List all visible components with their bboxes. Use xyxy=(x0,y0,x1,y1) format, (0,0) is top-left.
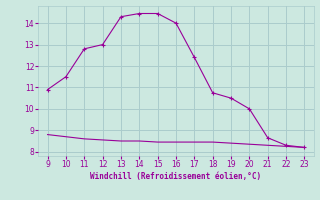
X-axis label: Windchill (Refroidissement éolien,°C): Windchill (Refroidissement éolien,°C) xyxy=(91,172,261,181)
